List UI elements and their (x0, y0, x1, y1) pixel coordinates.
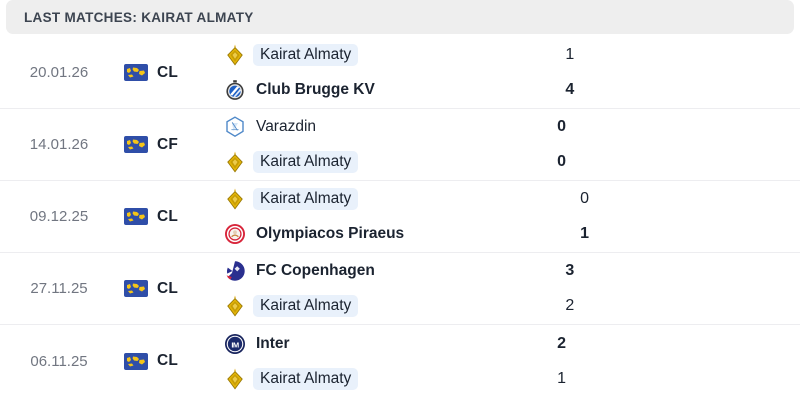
competition-label: CF (157, 135, 179, 153)
match-row[interactable]: 09.12.25 CL Kairat Almaty Olympiacos Piraeu… (0, 181, 800, 253)
competition-cell[interactable]: CL (118, 280, 218, 298)
match-date: 27.11.25 (30, 280, 88, 297)
inter-crest-icon: IM (224, 333, 246, 355)
competition-label: CL (157, 352, 179, 369)
team-name-away[interactable]: Kairat Almaty (253, 151, 359, 173)
kairat-almaty-crest-icon (224, 368, 246, 390)
score-home: 0 (557, 118, 567, 135)
teams-cell: FC Copenhagen Kairat Almaty (218, 260, 527, 317)
teams-cell: Varazdin Kairat Almaty (218, 116, 519, 173)
olympiacos-crest-icon (224, 223, 246, 245)
svg-text:IM: IM (231, 340, 239, 349)
varazdin-crest-icon (224, 116, 246, 138)
score-home: 1 (565, 46, 575, 63)
teams-cell: Kairat Almaty Olympiacos Piraeus (218, 188, 542, 245)
team-name-home[interactable]: FC Copenhagen (256, 262, 375, 279)
uefa-flag-icon (124, 352, 148, 370)
match-date: 20.01.26 (29, 64, 89, 81)
team-name-away[interactable]: Club Brugge KV (256, 81, 375, 98)
match-row[interactable]: 14.01.26 CF Varazdin Kairat Almaty 0 0 (0, 109, 800, 181)
team-name-home[interactable]: Varazdin (256, 118, 317, 135)
team-line-away[interactable]: Olympiacos Piraeus (224, 223, 542, 245)
team-line-away[interactable]: Kairat Almaty (224, 367, 519, 390)
teams-cell: Kairat Almaty Club Brugge KV (218, 44, 527, 101)
score-home: 3 (565, 262, 575, 279)
team-line-home[interactable]: Kairat Almaty (224, 44, 527, 66)
team-line-away[interactable]: Club Brugge KV (224, 79, 527, 101)
score-away: 1 (580, 225, 589, 242)
score-home: 2 (557, 334, 567, 352)
score-home: 0 (580, 190, 589, 207)
page-title: LAST MATCHES: KAIRAT ALMATY (24, 9, 254, 25)
score-away: 1 (557, 369, 567, 387)
fc-copenhagen-crest-icon (224, 260, 246, 282)
team-line-home[interactable]: Varazdin (224, 116, 519, 138)
team-line-home[interactable]: IM Inter (224, 333, 519, 355)
team-name-home[interactable]: Kairat Almaty (253, 44, 359, 66)
team-name-home[interactable]: Inter (256, 334, 290, 352)
kairat-almaty-crest-icon (224, 151, 246, 173)
score-away: 0 (557, 153, 567, 170)
competition-cell[interactable]: CL (118, 208, 218, 226)
kairat-almaty-crest-icon (224, 295, 246, 317)
match-row[interactable]: 06.11.25 CL IM Inter Kairat Almaty 2 1 (0, 325, 800, 397)
teams-cell: IM Inter Kairat Almaty (218, 333, 519, 390)
uefa-flag-icon (124, 64, 148, 81)
uefa-flag-icon (124, 280, 148, 297)
competition-cell[interactable]: CL (118, 352, 218, 370)
matches-list: 20.01.26 CL Kairat Almaty Club Brugge KV 1 4 1… (0, 37, 800, 397)
competition-cell[interactable]: CF (118, 136, 218, 154)
match-row[interactable]: 27.11.25 CL FC Copenhagen Kairat Almaty 3 2 (0, 253, 800, 325)
team-line-away[interactable]: Kairat Almaty (224, 295, 527, 317)
team-line-home[interactable]: Kairat Almaty (224, 188, 542, 210)
match-date: 06.11.25 (30, 352, 88, 370)
competition-cell[interactable]: CL (118, 64, 218, 82)
team-line-home[interactable]: FC Copenhagen (224, 260, 527, 282)
match-date: 09.12.25 (29, 208, 89, 225)
match-row[interactable]: 20.01.26 CL Kairat Almaty Club Brugge KV 1 4 (0, 37, 800, 109)
team-line-away[interactable]: Kairat Almaty (224, 151, 519, 173)
team-name-away[interactable]: Kairat Almaty (253, 295, 359, 317)
competition-label: CL (157, 207, 179, 225)
uefa-flag-icon (124, 208, 148, 225)
score-away: 4 (565, 81, 575, 98)
kairat-almaty-crest-icon (224, 188, 246, 210)
competition-label: CL (157, 63, 179, 81)
score-away: 2 (565, 297, 575, 314)
club-brugge-crest-icon (224, 79, 246, 101)
team-name-away[interactable]: Olympiacos Piraeus (256, 225, 405, 242)
panel-header: LAST MATCHES: KAIRAT ALMATY (6, 0, 794, 34)
kairat-almaty-crest-icon (224, 44, 246, 66)
team-name-home[interactable]: Kairat Almaty (253, 188, 359, 210)
competition-label: CL (157, 279, 179, 297)
team-name-away[interactable]: Kairat Almaty (253, 367, 359, 390)
uefa-flag-icon (124, 136, 148, 153)
match-date: 14.01.26 (29, 136, 89, 153)
